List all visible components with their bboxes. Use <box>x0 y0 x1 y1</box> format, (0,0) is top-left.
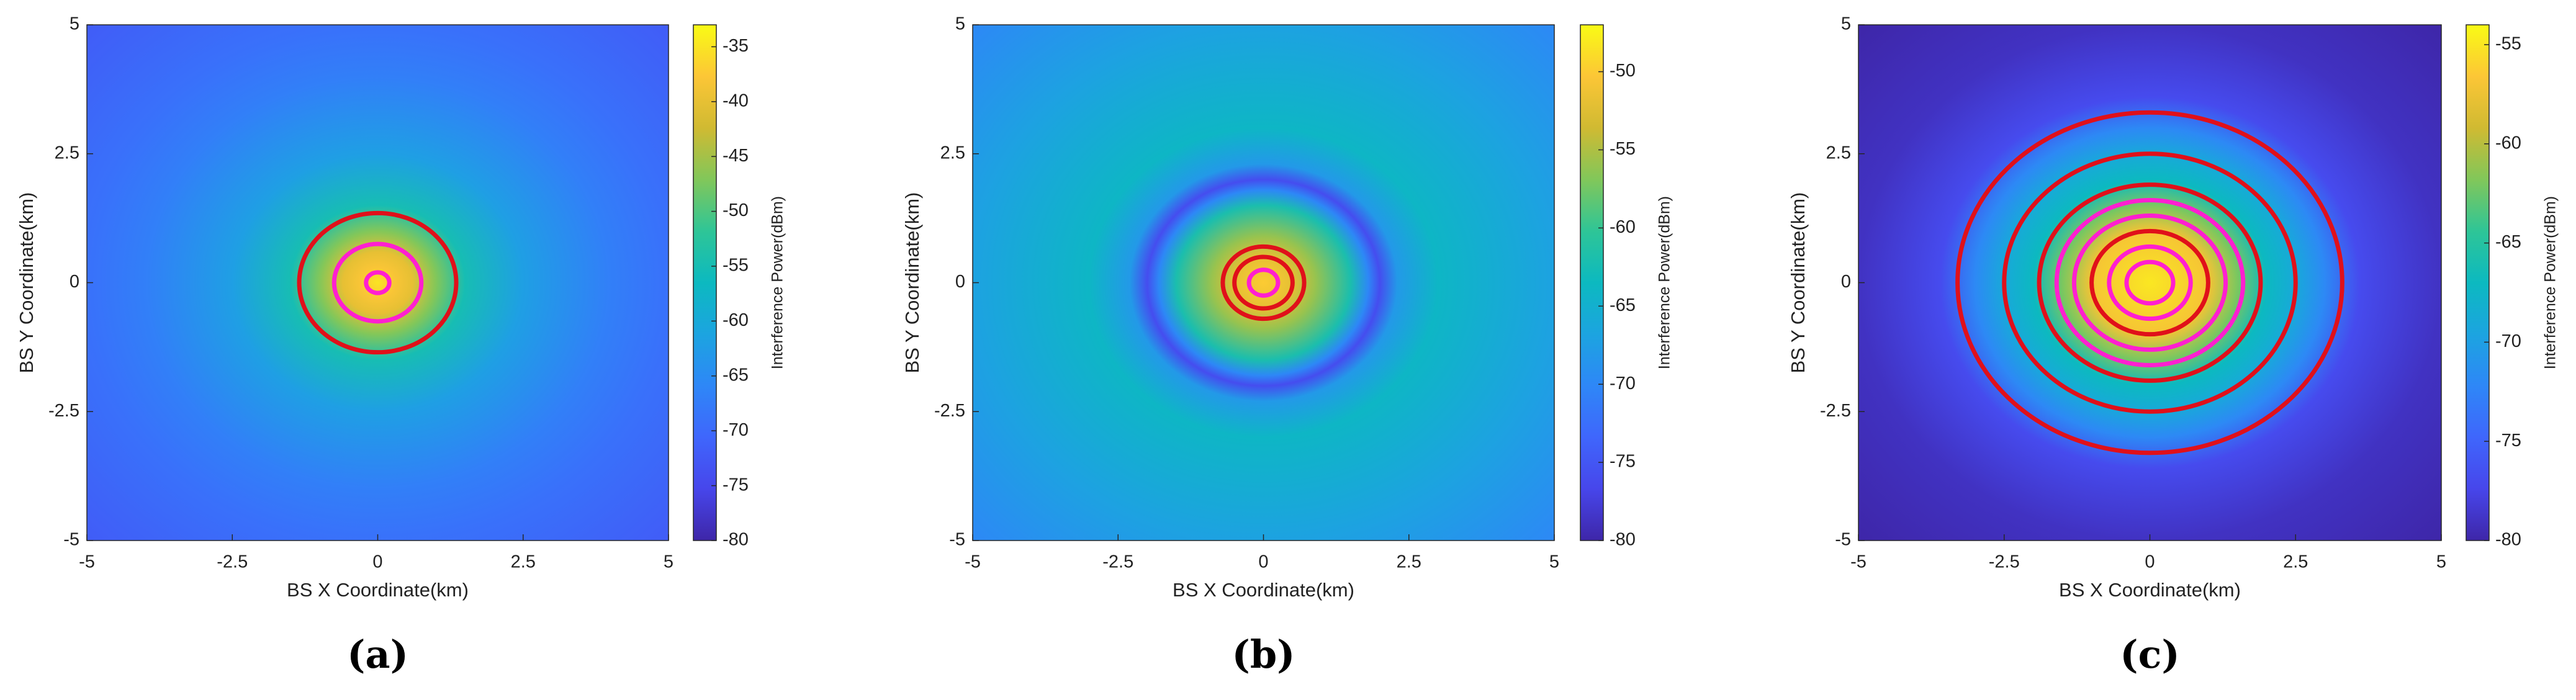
panel: -5 -2.5 0 2.5 5 -5 -2.5 0 2.5 5 BS X Coordinate(km… <box>16 14 786 677</box>
heatmap <box>973 25 1554 541</box>
heatmap <box>87 25 669 541</box>
x-tick-label: 0 <box>2145 552 2155 572</box>
contour <box>2089 228 2210 337</box>
colorbar-tick-label: -70 <box>723 420 749 440</box>
y-tick-label: -5 <box>949 530 965 550</box>
x-tick-label: -5 <box>1850 552 1867 572</box>
colorbar-tick-label: -75 <box>1610 452 1636 472</box>
contour <box>331 241 424 324</box>
y-tick-label: -5 <box>63 530 79 550</box>
panel: -5 -2.5 0 2.5 5 -5 -2.5 0 2.5 5 BS X Coordinate(km… <box>901 14 1673 677</box>
contour <box>2107 244 2193 321</box>
colorbar-tick-label: -65 <box>1610 295 1636 315</box>
caption: (a) <box>347 632 408 677</box>
x-tick-label: 2.5 <box>511 552 536 572</box>
caption: (b) <box>1232 632 1295 677</box>
caption: (c) <box>2120 632 2179 677</box>
y-tick-label: 2.5 <box>55 143 79 163</box>
colorbar-tick-label: -40 <box>723 91 749 110</box>
colorbar-tick-label: -55 <box>2495 34 2521 54</box>
contour <box>1220 244 1307 321</box>
y-tick-label: 5 <box>955 14 965 34</box>
x-tick-label: 0 <box>372 552 382 572</box>
colorbar-tick-label: -75 <box>2495 431 2521 451</box>
contour <box>1955 110 2344 455</box>
x-tick-label: 5 <box>1549 552 1559 572</box>
contour <box>297 210 459 355</box>
x-axis-label: BS X Coordinate(km) <box>1173 579 1354 601</box>
y-axis-label: BS Y Coordinate(km) <box>16 192 37 374</box>
colorbar-tick-label: -80 <box>723 530 749 550</box>
colorbar-tick-label: -80 <box>2495 530 2521 550</box>
y-tick-label: -5 <box>1835 530 1851 550</box>
colorbar-tick-label: -55 <box>1610 139 1636 159</box>
colorbar-tick-label: -80 <box>1610 530 1636 550</box>
y-tick-label: 5 <box>70 14 79 34</box>
y-tick-label: -2.5 <box>48 401 79 421</box>
y-axis-label: BS Y Coordinate(km) <box>901 192 923 374</box>
y-tick-label: -2.5 <box>934 401 965 421</box>
x-tick-label: 0 <box>1258 552 1268 572</box>
x-axis-label: BS X Coordinate(km) <box>2059 579 2241 601</box>
y-axis-label: BS Y Coordinate(km) <box>1787 192 1809 374</box>
contour <box>2002 151 2298 414</box>
y-tick-label: 0 <box>1841 272 1851 292</box>
colorbar-tick-label: -60 <box>2495 133 2521 153</box>
x-tick-label: 5 <box>664 552 673 572</box>
colorbar-tick-label: -65 <box>723 365 749 385</box>
x-tick-label: 2.5 <box>1397 552 1421 572</box>
x-tick-label: -2.5 <box>1989 552 2020 572</box>
colorbar-tick-label: -55 <box>723 256 749 276</box>
colorbar <box>1580 24 1604 541</box>
colorbar-tick-label: -50 <box>723 200 749 220</box>
contour <box>364 270 392 295</box>
y-tick-label: 2.5 <box>1826 143 1851 163</box>
colorbar-tick-label: -60 <box>723 310 749 330</box>
x-tick-label: -2.5 <box>217 552 248 572</box>
contour <box>2054 198 2246 367</box>
y-tick-label: 0 <box>955 272 965 292</box>
contour <box>1246 267 1281 298</box>
y-tick-label: 5 <box>1841 14 1851 34</box>
colorbar-label: Interference Power(dBm) <box>769 196 786 369</box>
contour <box>2124 259 2176 306</box>
x-tick-label: -2.5 <box>1102 552 1133 572</box>
x-tick-label: -5 <box>79 552 95 572</box>
colorbar <box>693 24 717 541</box>
colorbar-tick-label: -60 <box>1610 217 1636 237</box>
heatmap <box>1858 25 2441 541</box>
contour <box>1232 254 1295 311</box>
x-tick-label: 5 <box>2436 552 2446 572</box>
colorbar-label: Interference Power(dBm) <box>1656 196 1673 369</box>
colorbar-tick-label: -70 <box>2495 331 2521 351</box>
y-tick-label: -2.5 <box>1820 401 1851 421</box>
contour <box>2037 182 2263 383</box>
colorbar-tick-label: -70 <box>1610 374 1636 393</box>
colorbar-tick-label: -75 <box>723 475 749 495</box>
y-tick-label: 0 <box>70 272 79 292</box>
y-tick-label: 2.5 <box>940 143 965 163</box>
x-axis-label: BS X Coordinate(km) <box>287 579 469 601</box>
contour <box>2071 213 2228 352</box>
colorbar <box>2466 24 2490 541</box>
colorbar-tick-label: -65 <box>2495 232 2521 252</box>
panel: -5 -2.5 0 2.5 5 -5 -2.5 0 2.5 5 BS X Coordinate(km… <box>1787 14 2559 677</box>
colorbar-tick-label: -45 <box>723 146 749 166</box>
x-tick-label: 2.5 <box>2283 552 2308 572</box>
x-tick-label: -5 <box>965 552 981 572</box>
colorbar-label: Interference Power(dBm) <box>2542 196 2559 369</box>
colorbar-tick-label: -35 <box>723 36 749 56</box>
colorbar-tick-label: -50 <box>1610 61 1636 81</box>
